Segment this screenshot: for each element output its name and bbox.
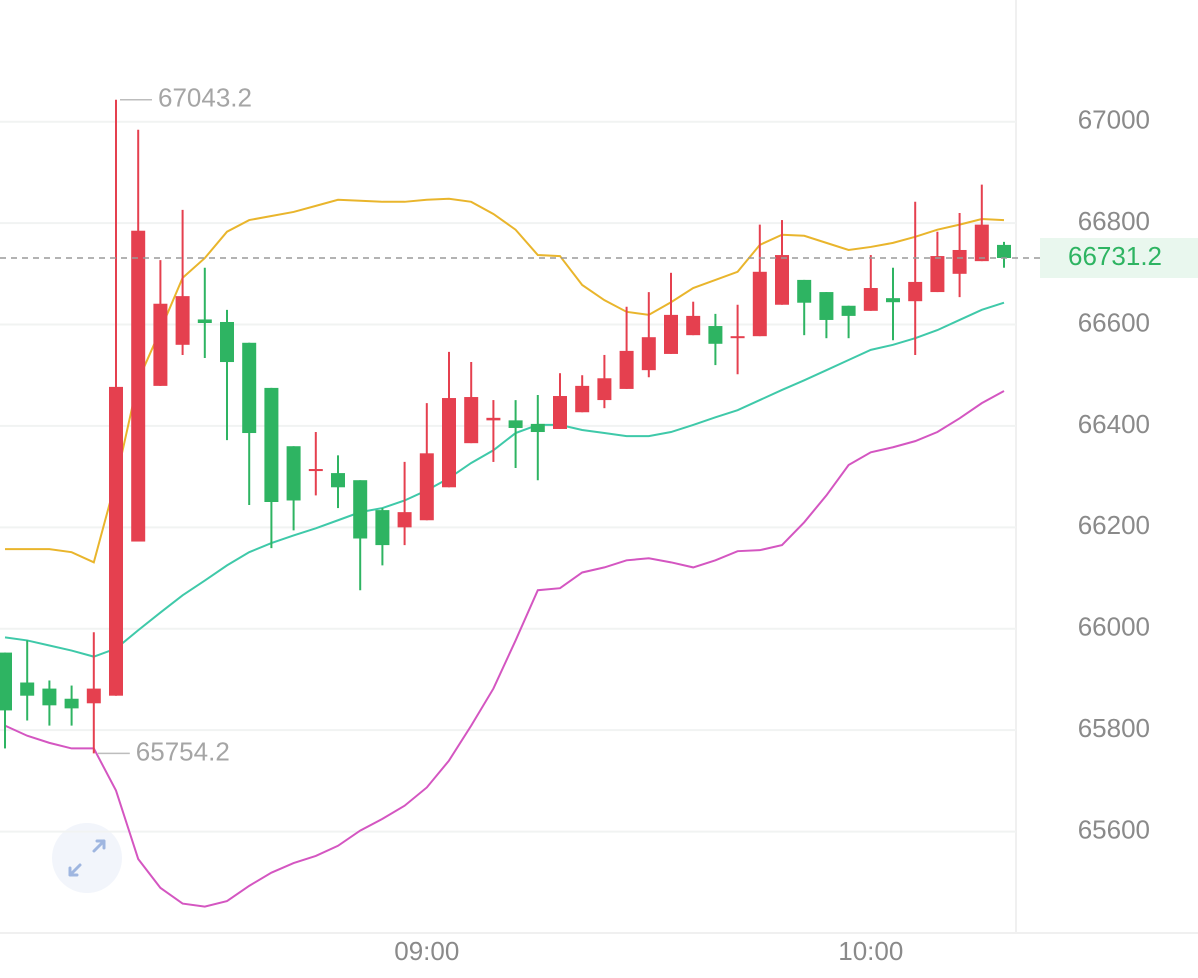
candle-body: [886, 298, 900, 303]
candle-body: [264, 387, 279, 502]
expand-button[interactable]: [52, 823, 122, 893]
candle-body: [952, 249, 967, 274]
candle-body: [841, 305, 856, 316]
candle-body: [930, 256, 945, 293]
last-price-bg: [1040, 237, 1198, 278]
candle-body: [863, 288, 878, 311]
candle-body: [331, 473, 345, 488]
y-tick-label: 65800: [1078, 713, 1150, 743]
candle-body: [131, 230, 146, 542]
candle-body: [974, 224, 989, 262]
candle-body: [797, 279, 812, 303]
candle-body: [708, 326, 723, 344]
x-tick-label: 10:00: [838, 936, 903, 966]
candle-body: [775, 255, 789, 305]
candle-body: [619, 350, 634, 389]
candle-body: [442, 398, 456, 488]
candle-body: [375, 510, 390, 546]
candle-body: [464, 397, 479, 444]
candle-body: [242, 342, 257, 434]
candle-body: [197, 319, 212, 324]
candle-body: [686, 315, 701, 336]
candle-body: [42, 688, 57, 706]
candle-body: [530, 423, 545, 433]
x-tick-label: 09:00: [394, 936, 459, 966]
candle-body: [0, 652, 12, 711]
candle-body: [730, 336, 745, 339]
candle-body: [220, 321, 234, 363]
candle-body: [86, 688, 101, 704]
candle-body: [353, 480, 368, 539]
candle-body: [308, 469, 323, 472]
last-price-label: 66731.2: [1068, 241, 1162, 271]
candle-body: [64, 698, 79, 709]
candle-body: [752, 271, 767, 337]
y-tick-label: 67000: [1078, 105, 1150, 135]
candle-body: [486, 417, 501, 421]
band-line: [4, 390, 1005, 908]
band-line: [5, 197, 1005, 564]
candle-body: [641, 337, 656, 371]
y-tick-label: 65600: [1078, 814, 1150, 844]
candle-body: [553, 396, 567, 429]
candle-body: [20, 682, 35, 696]
expand-circle[interactable]: [52, 823, 122, 893]
high-label: 67043.2: [158, 83, 252, 113]
low-label: 65754.2: [136, 736, 230, 766]
candle-body: [819, 292, 834, 320]
y-tick-label: 66600: [1078, 307, 1150, 337]
candle-body: [908, 281, 923, 302]
candle-body: [997, 244, 1011, 258]
band-line: [4, 301, 1005, 658]
y-tick-label: 66200: [1078, 510, 1150, 540]
candle-body: [153, 303, 168, 386]
y-tick-label: 66400: [1078, 409, 1150, 439]
y-tick-label: 66800: [1078, 206, 1150, 236]
candle-body: [286, 446, 301, 501]
candle-body: [597, 378, 612, 401]
candle-body: [508, 420, 523, 428]
candle-body: [397, 512, 412, 528]
expand-icon[interactable]: [68, 839, 106, 877]
candle-body: [664, 314, 678, 354]
y-tick-label: 66000: [1078, 612, 1150, 642]
candle-body: [575, 385, 590, 413]
grid: [0, 120, 1016, 833]
candle-body: [419, 453, 434, 521]
candle-body: [175, 296, 190, 345]
candle-body: [109, 386, 123, 696]
